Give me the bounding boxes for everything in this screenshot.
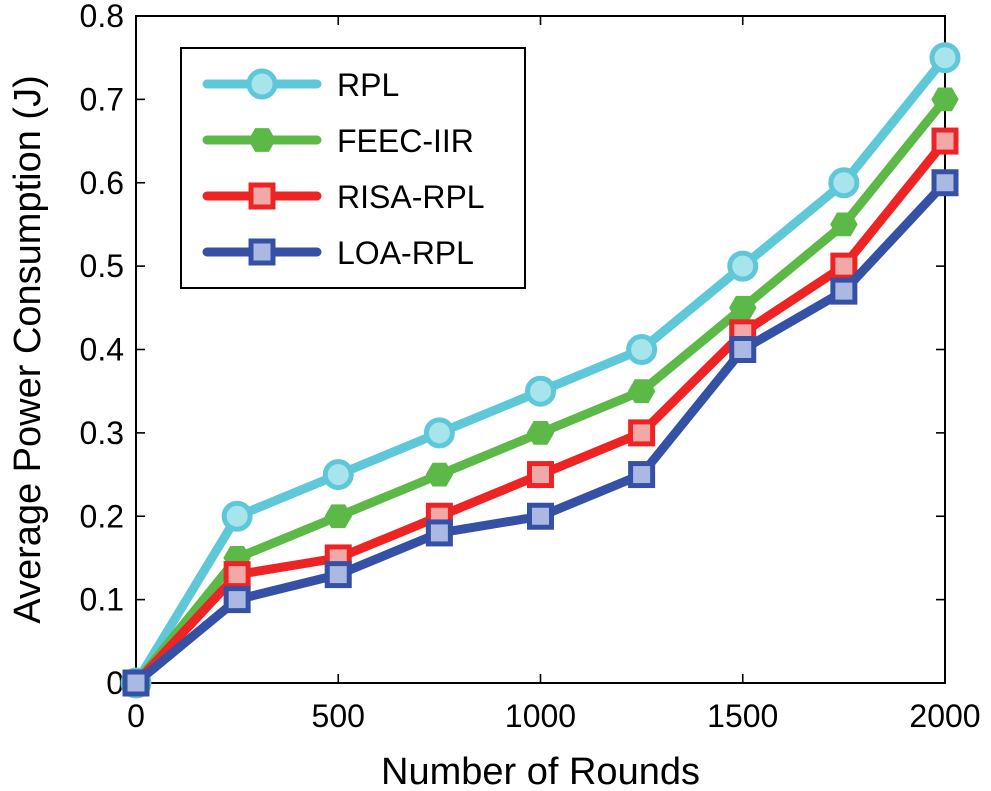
y-tick-label: 0.4 [80, 332, 124, 368]
data-point-marker [628, 419, 656, 447]
data-point-marker [527, 461, 554, 489]
legend-entry: LOA-RPL [202, 235, 474, 271]
y-axis-label: Average Power Consumption (J) [7, 75, 49, 623]
data-point-marker [727, 250, 759, 282]
data-point-marker [828, 167, 860, 199]
data-point-marker [425, 462, 454, 487]
data-point-marker [223, 561, 251, 589]
data-point-marker [525, 375, 556, 407]
data-point-marker [830, 277, 858, 305]
x-tick-label: 500 [312, 698, 365, 734]
data-point-marker [324, 561, 352, 589]
legend-marker [248, 182, 276, 210]
data-point-marker [423, 417, 455, 449]
data-point-marker [221, 500, 253, 532]
x-tick-label: 0 [127, 698, 145, 734]
series-loa-rpl [122, 169, 959, 697]
x-tick-label: 1000 [505, 698, 576, 734]
data-point-marker [729, 336, 757, 363]
y-tick-label: 0 [106, 665, 124, 701]
data-point-marker [931, 169, 959, 197]
y-tick-label: 0.2 [80, 498, 124, 534]
legend-label: FEEC-IIR [337, 123, 474, 159]
legend-label: RPL [337, 67, 399, 103]
data-point-marker [626, 334, 658, 365]
data-point-marker [527, 502, 554, 530]
data-point-marker [425, 519, 453, 547]
data-point-marker [122, 669, 150, 697]
data-point-marker [628, 461, 656, 489]
data-point-marker [931, 87, 959, 112]
legend-label: RISA-RPL [337, 179, 485, 215]
data-point-marker [830, 212, 858, 237]
data-point-marker [931, 127, 959, 155]
x-tick-label: 1500 [707, 698, 778, 734]
legend-marker [246, 68, 278, 100]
data-point-marker [526, 421, 555, 445]
legend-entry: FEEC-IIR [202, 123, 474, 159]
data-point-marker [830, 252, 858, 280]
legend-marker [248, 238, 276, 266]
series-layer [120, 42, 961, 699]
legend-marker [248, 128, 276, 152]
y-tick-label: 0.6 [80, 165, 124, 201]
data-point-marker [223, 586, 251, 614]
y-tick-label: 0.1 [80, 582, 124, 618]
series-feec-iir [122, 87, 959, 695]
legend-entry: RPL [202, 67, 399, 103]
x-axis-label: Number of Rounds [381, 751, 700, 791]
y-tick-label: 0.5 [80, 248, 124, 284]
data-point-marker [627, 379, 656, 404]
y-tick-label: 0.3 [80, 415, 124, 451]
y-tick-label: 0.7 [80, 81, 124, 117]
data-point-marker [322, 459, 354, 491]
data-point-marker [929, 42, 961, 74]
legend-label: LOA-RPL [337, 235, 474, 271]
legend-entry: RISA-RPL [202, 179, 485, 215]
data-point-marker [729, 295, 757, 320]
legend: RPL FEEC-IIR RISA-RPL LOA-RPL [180, 47, 526, 289]
y-tick-label: 0.8 [80, 0, 124, 34]
data-point-marker [324, 504, 353, 529]
axis-ticks: 0 500 1000 1500 2000 0 0.1 0.2 0.3 0.4 0.5 0.6 0.7 0.… [80, 0, 981, 734]
x-tick-label: 2000 [909, 698, 980, 734]
